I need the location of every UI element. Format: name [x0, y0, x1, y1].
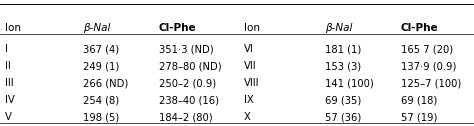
Text: I: I: [5, 44, 8, 54]
Text: VI: VI: [244, 44, 254, 54]
Text: 165 7 (20): 165 7 (20): [401, 44, 453, 54]
Text: 181 (1): 181 (1): [325, 44, 361, 54]
Text: 238–40 (16): 238–40 (16): [159, 95, 219, 105]
Text: 69 (35): 69 (35): [325, 95, 361, 105]
Text: 266 (ND): 266 (ND): [83, 78, 128, 88]
Text: VIII: VIII: [244, 78, 260, 88]
Text: 125–7 (100): 125–7 (100): [401, 78, 461, 88]
Text: 278–80 (ND): 278–80 (ND): [159, 61, 221, 71]
Text: 198 (5): 198 (5): [83, 112, 119, 122]
Text: Ion: Ion: [244, 23, 260, 33]
Text: Cl-Phe: Cl-Phe: [159, 23, 196, 33]
Text: 57 (19): 57 (19): [401, 112, 437, 122]
Text: IV: IV: [5, 95, 15, 105]
Text: 250–2 (0.9): 250–2 (0.9): [159, 78, 216, 88]
Text: 69 (18): 69 (18): [401, 95, 437, 105]
Text: β-Nal: β-Nal: [83, 23, 110, 33]
Text: 184–2 (80): 184–2 (80): [159, 112, 212, 122]
Text: 57 (36): 57 (36): [325, 112, 361, 122]
Text: VII: VII: [244, 61, 257, 71]
Text: β-Nal: β-Nal: [325, 23, 352, 33]
Text: X: X: [244, 112, 251, 122]
Text: 141 (100): 141 (100): [325, 78, 374, 88]
Text: 137·9 (0.9): 137·9 (0.9): [401, 61, 456, 71]
Text: 153 (3): 153 (3): [325, 61, 361, 71]
Text: 254 (8): 254 (8): [83, 95, 119, 105]
Text: 351·3 (ND): 351·3 (ND): [159, 44, 213, 54]
Text: 249 (1): 249 (1): [83, 61, 119, 71]
Text: Ion: Ion: [5, 23, 21, 33]
Text: V: V: [5, 112, 12, 122]
Text: III: III: [5, 78, 13, 88]
Text: Cl-Phe: Cl-Phe: [401, 23, 438, 33]
Text: II: II: [5, 61, 10, 71]
Text: IX: IX: [244, 95, 254, 105]
Text: 367 (4): 367 (4): [83, 44, 119, 54]
